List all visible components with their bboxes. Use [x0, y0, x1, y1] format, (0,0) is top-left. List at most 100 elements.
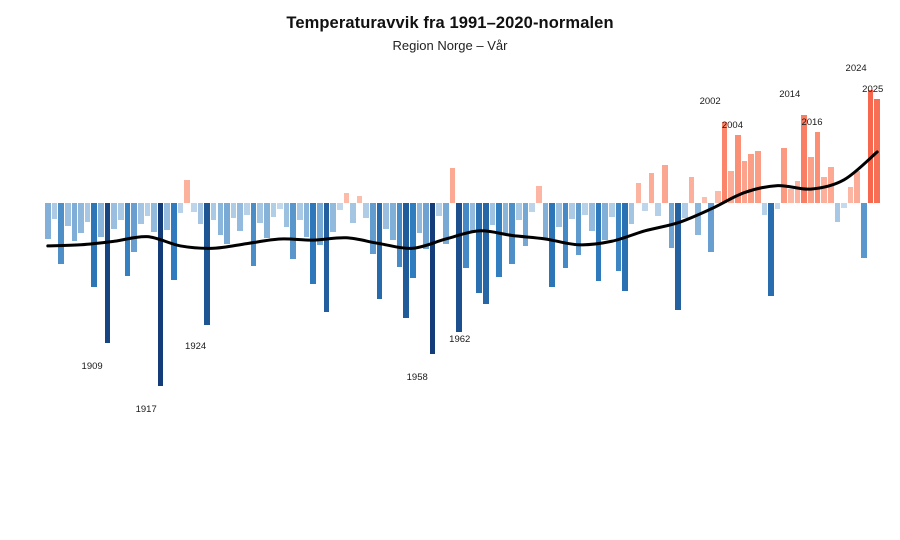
bar-1964 — [469, 203, 476, 231]
bar-1977 — [555, 203, 562, 228]
bar-1997 — [688, 177, 695, 203]
bar-1991 — [648, 172, 655, 203]
bar-1917 — [157, 203, 164, 386]
bar-2008 — [761, 203, 768, 215]
bar-1901 — [51, 203, 58, 220]
bar-1957 — [423, 203, 429, 250]
bar-1916 — [151, 203, 157, 232]
bar-1911 — [117, 203, 124, 221]
annotation-label-2004: 2004 — [721, 119, 743, 131]
bar-1937 — [290, 203, 297, 259]
bar-1961 — [449, 168, 456, 203]
bar-1972 — [522, 203, 529, 246]
bar-1963 — [463, 203, 469, 268]
bar-1942 — [323, 203, 330, 313]
bar-1944 — [336, 203, 343, 210]
bar-1973 — [529, 203, 535, 213]
bar-1954 — [403, 203, 409, 318]
chart-subtitle: Region Norge – Vår — [392, 38, 508, 53]
bar-2010 — [774, 203, 781, 209]
bar-1992 — [655, 203, 662, 216]
bar-1945 — [343, 192, 350, 203]
bar-1941 — [317, 203, 323, 245]
bar-1971 — [516, 203, 522, 221]
bar-1996 — [681, 203, 688, 219]
bar-1936 — [283, 203, 290, 228]
bar-2004 — [735, 134, 741, 203]
bar-1912 — [124, 203, 131, 276]
bar-1910 — [111, 203, 117, 229]
bar-1974 — [535, 185, 542, 203]
bar-2021 — [847, 186, 854, 203]
bar-1950 — [376, 203, 383, 300]
bar-1995 — [675, 203, 681, 311]
bar-1921 — [184, 179, 190, 203]
bar-2009 — [768, 203, 774, 296]
bar-1906 — [84, 203, 91, 222]
annotation-label-1958: 1958 — [406, 371, 428, 383]
bar-1946 — [350, 203, 356, 223]
bar-2018 — [827, 167, 834, 203]
annotation-label-2016: 2016 — [801, 117, 823, 129]
annotation-label-2002: 2002 — [699, 95, 721, 107]
bar-1915 — [144, 203, 151, 216]
bar-1979 — [569, 203, 575, 220]
bar-1975 — [542, 203, 549, 239]
annotation-label-1962: 1962 — [449, 333, 471, 345]
bar-1976 — [549, 203, 555, 288]
bar-1927 — [224, 203, 230, 244]
bar-1994 — [668, 203, 675, 249]
bar-1953 — [396, 203, 403, 267]
bar-2015 — [808, 156, 814, 203]
bar-1951 — [383, 203, 389, 229]
bar-1933 — [263, 203, 270, 238]
bar-2020 — [841, 203, 847, 208]
bar-1962 — [456, 203, 462, 332]
bar-1956 — [416, 203, 423, 234]
bar-1984 — [602, 203, 608, 241]
bar-1947 — [356, 196, 363, 203]
bar-1968 — [496, 203, 502, 278]
bar-1909 — [104, 203, 111, 344]
annotation-label-2025: 2025 — [862, 83, 884, 95]
bar-2023 — [861, 203, 867, 259]
bar-1989 — [635, 182, 642, 203]
bar-1949 — [370, 203, 376, 255]
bar-1938 — [297, 203, 303, 221]
bar-2013 — [794, 180, 801, 203]
bar-2016 — [814, 132, 821, 203]
bar-2006 — [748, 153, 754, 203]
bar-1965 — [476, 203, 482, 293]
bar-1952 — [390, 203, 396, 241]
bar-1924 — [204, 203, 210, 325]
bar-1999 — [701, 197, 708, 203]
bar-2003 — [728, 171, 735, 203]
bar-2007 — [754, 150, 761, 203]
bar-1925 — [210, 203, 217, 221]
bar-2000 — [708, 203, 715, 252]
bar-1969 — [502, 203, 509, 236]
bar-1966 — [482, 203, 489, 304]
annotation-label-2014: 2014 — [779, 88, 801, 100]
bar-1948 — [363, 203, 370, 219]
bar-1922 — [190, 203, 197, 212]
bar-1980 — [575, 203, 582, 256]
bar-1935 — [277, 203, 283, 209]
bar-1981 — [582, 203, 589, 215]
annotation-label-1917: 1917 — [135, 403, 157, 415]
bar-1993 — [662, 164, 668, 203]
bar-1959 — [436, 203, 443, 216]
bar-1987 — [622, 203, 628, 292]
bar-1932 — [257, 203, 263, 223]
bar-1930 — [244, 203, 250, 215]
bar-1960 — [443, 203, 449, 244]
bar-1905 — [78, 203, 84, 234]
bar-1908 — [98, 203, 104, 237]
bar-2011 — [781, 147, 788, 203]
bar-1931 — [250, 203, 257, 266]
bar-2001 — [715, 191, 721, 203]
bar-1904 — [71, 203, 78, 242]
bar-1982 — [589, 203, 595, 231]
